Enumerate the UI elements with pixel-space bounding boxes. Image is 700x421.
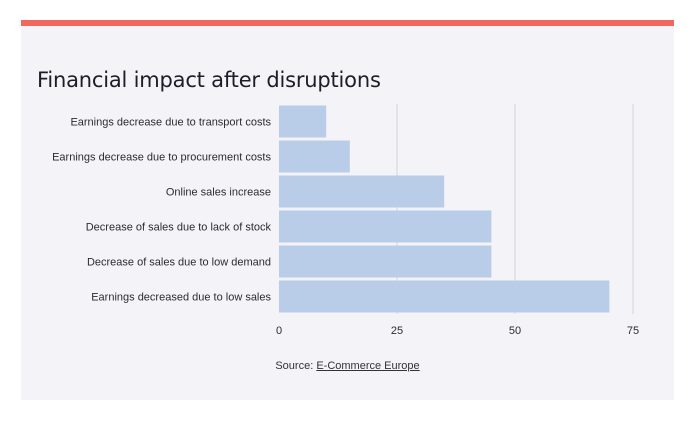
bar-5[interactable] (279, 280, 610, 313)
chart-title: Financial impact after disruptions (37, 68, 381, 92)
bar-chart: Earnings decrease due to transport costs… (52, 104, 639, 337)
chart-card: Financial impact after disruptions Earni… (21, 20, 674, 400)
category-label-3: Decrease of sales due to lack of stock (86, 222, 272, 234)
category-label-0: Earnings decrease due to transport costs (70, 117, 271, 129)
category-label-5: Earnings decreased due to low sales (91, 292, 271, 304)
category-label-2: Online sales increase (166, 187, 271, 199)
bar-1[interactable] (279, 140, 350, 173)
x-tick-label-75: 75 (627, 325, 639, 337)
x-tick-label-25: 25 (391, 325, 403, 337)
bar-2[interactable] (279, 175, 445, 208)
category-label-1: Earnings decrease due to procurement cos… (52, 152, 271, 164)
bar-4[interactable] (279, 245, 492, 278)
source-label: Source: (275, 360, 314, 372)
source-line: Source: E-Commerce Europe (21, 360, 674, 372)
x-tick-label-50: 50 (509, 325, 521, 337)
accent-bar (21, 20, 674, 26)
source-link[interactable]: E-Commerce Europe (316, 360, 420, 372)
bar-0[interactable] (279, 105, 327, 138)
bar-3[interactable] (279, 210, 492, 243)
category-label-4: Decrease of sales due to low demand (87, 257, 271, 269)
x-tick-label-0: 0 (276, 325, 282, 337)
